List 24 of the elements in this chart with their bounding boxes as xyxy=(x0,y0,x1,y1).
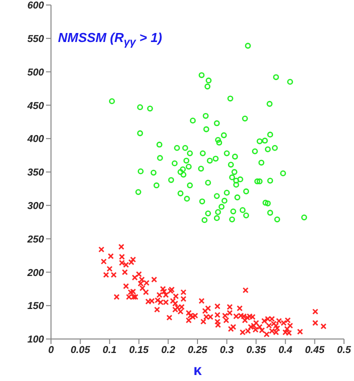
x-tick-label: 0.05 xyxy=(70,345,90,356)
x-tick-label: 0 xyxy=(48,345,54,356)
x-tick-label: 0.25 xyxy=(188,345,208,356)
y-tick-label: 550 xyxy=(27,34,44,45)
y-tick-label: 250 xyxy=(26,234,44,246)
y-tick-label: 200 xyxy=(26,268,44,279)
x-tick-label: 0.35 xyxy=(246,345,266,356)
x-axis-title: κ xyxy=(193,362,202,379)
x-tick-label: 0.4 xyxy=(278,345,293,356)
y-tick-label: 400 xyxy=(26,134,44,146)
x-tick-label: 0.3 xyxy=(220,345,234,356)
y-tick-label: 100 xyxy=(27,334,44,346)
y-tick-label: 150 xyxy=(27,301,44,312)
x-tick-label: 0.2 xyxy=(161,345,176,356)
x-tick-label: 0.45 xyxy=(304,345,325,356)
y-tick-label: 300 xyxy=(27,200,44,212)
x-tick-label: 0.15 xyxy=(129,345,150,356)
y-tick-label: 450 xyxy=(26,100,44,112)
x-tick-label: 0.1 xyxy=(102,345,117,356)
x-tick-label: 0.5 xyxy=(337,345,352,356)
y-tick-label: 350 xyxy=(27,168,44,179)
y-tick-label: 500 xyxy=(27,67,44,78)
y-tick-label: 600 xyxy=(27,0,44,12)
text: NMSSM (R$_{γγ}$ > 1) xyxy=(58,30,162,49)
